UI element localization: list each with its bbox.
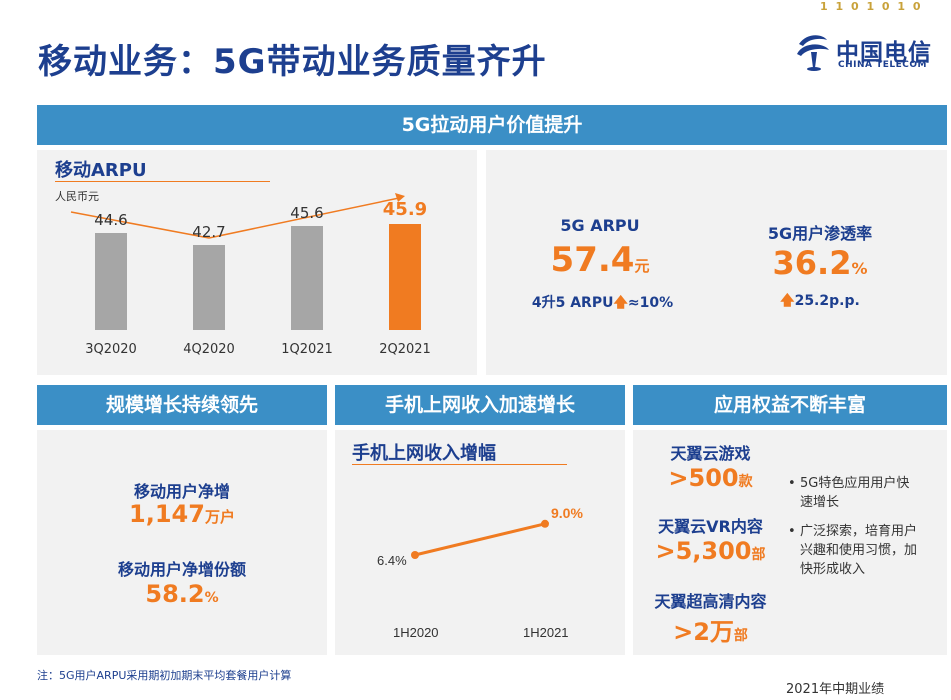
logo-text-en: CHINA TELECOM [838, 60, 927, 70]
china-telecom-logo-icon [797, 35, 829, 71]
app-item-number: >500 [668, 464, 739, 492]
mobile-internet-title-underline [352, 464, 567, 465]
arpu-trend-line-down [70, 211, 210, 239]
g5-arpu-label: 5G ARPU [560, 216, 640, 235]
arpu-bar [291, 226, 323, 330]
apps-band: 应用权益不断丰富 [633, 385, 947, 425]
apps-bullet-item: • 5G特色应用用户快速增长 [788, 474, 920, 512]
apps-bullet-text: 5G特色应用用户快速增长 [800, 476, 910, 510]
mobile-internet-band: 手机上网收入加速增长 [335, 385, 625, 425]
app-item-name: 天翼云VR内容 [658, 517, 763, 536]
net-add-value-group: 1,147万户 [37, 500, 327, 528]
line-category-label: 1H2021 [523, 625, 569, 640]
page-title: 移动业务：5G带动业务质量齐升 [38, 42, 547, 82]
arpu-bar-category: 1Q2021 [281, 342, 333, 357]
share-value-group: 58.2% [37, 580, 327, 608]
app-item-name: 天翼超高清内容 [654, 592, 767, 611]
g5-arpu-note-text: 4升5 ARPU [531, 295, 614, 311]
net-add-label: 移动用户净增 [133, 482, 230, 501]
arpu-bar [95, 232, 127, 330]
app-item-unit: 部 [733, 628, 748, 644]
up-arrow-icon: 🡅 [780, 293, 795, 309]
app-item-name: 天翼云游戏 [670, 444, 751, 463]
arpu-chart-title: 移动ARPU [55, 160, 147, 181]
share-unit: % [204, 590, 219, 606]
arpu-bar [193, 245, 225, 330]
app-item-value: >2万部 [633, 612, 788, 647]
g5-metrics-panel [486, 150, 947, 375]
app-item-unit: 款 [738, 474, 753, 490]
line-category-label: 1H2020 [393, 625, 439, 640]
arpu-title-underline [55, 181, 270, 182]
arpu-bar-category: 2Q2021 [379, 342, 431, 357]
g5-arpu-note-change: ≈10% [627, 295, 674, 311]
app-item-value: >500款 [633, 464, 788, 492]
g5-arpu-value-group: 57.4元 [530, 240, 670, 280]
g5-arpu-unit: 元 [634, 257, 650, 275]
arpu-bar-value: 45.6 [290, 204, 324, 222]
footer-note: 注：5G用户ARPU采用期初加期末平均套餐用户计算 [37, 669, 292, 682]
arpu-unit: 人民币元 [55, 190, 99, 203]
g5-penetration-value-group: 36.2% [745, 244, 895, 282]
apps-bullet-text: 广泛探索，培育用户兴趣和使用习惯，加快形成收入 [800, 524, 918, 577]
arpu-bar-value: 45.9 [382, 199, 428, 220]
mobile-internet-line-chart: 6.4% 1H2020 9.0% 1H2021 [377, 505, 583, 640]
line-point [411, 551, 419, 559]
app-item-value: >5,300部 [633, 537, 788, 565]
app-item-unit: 部 [751, 547, 766, 563]
binary-decoration: 1 1 0 1 0 1 0 [820, 0, 923, 13]
net-add-value: 1,147 [129, 500, 205, 528]
line-series [414, 522, 546, 557]
bullet-dot-icon: • [788, 476, 796, 491]
g5-penetration-unit: % [851, 259, 868, 278]
line-point [541, 519, 549, 528]
app-item-number: >5,300 [655, 537, 752, 565]
mobile-internet-panel [335, 430, 625, 655]
arpu-trend-arrow-icon [395, 193, 405, 202]
arpu-bar-chart [70, 193, 405, 239]
mobile-internet-chart-title: 手机上网收入增幅 [352, 443, 496, 464]
line-point-label: 9.0% [551, 505, 583, 521]
g5-penetration-change-text: 25.2p.p. [794, 293, 860, 309]
app-item-number: >2万 [673, 618, 734, 646]
up-arrow-icon: 🡅 [613, 295, 628, 311]
arpu-trend-line-up [208, 197, 400, 239]
share-value: 58.2 [145, 580, 205, 608]
arpu-bar [389, 224, 421, 330]
arpu-bar-value: 44.6 [94, 210, 128, 229]
logo-text-cn: 中国电信 [836, 40, 932, 66]
apps-bullets: • 5G特色应用用户快速增长 • 广泛探索，培育用户兴趣和使用习惯，加快形成收入 [788, 474, 920, 579]
g5-arpu-note: 4升5 ARPU🡅≈10% [520, 292, 685, 316]
scale-panel [37, 430, 327, 655]
arpu-bar-category: 4Q2020 [183, 342, 235, 357]
g5-penetration-value: 36.2 [772, 244, 852, 282]
arpu-bar-value: 42.7 [192, 223, 226, 242]
line-point-label: 6.4% [377, 553, 407, 568]
g5-penetration-label: 5G用户渗透率 [767, 224, 873, 243]
apps-panel [633, 430, 947, 655]
bullet-dot-icon: • [788, 524, 796, 539]
scale-band: 规模增长持续领先 [37, 385, 327, 425]
footer-report: 2021年中期业绩 [786, 682, 885, 697]
share-label: 移动用户净增份额 [117, 560, 246, 579]
g5-penetration-change: 🡅25.2p.p. [745, 290, 895, 314]
g5-arpu-value: 57.4 [550, 240, 635, 280]
apps-bullet-item: • 广泛探索，培育用户兴趣和使用习惯，加快形成收入 [788, 522, 920, 579]
arpu-bar-category: 3Q2020 [85, 342, 137, 357]
net-add-unit: 万户 [204, 508, 235, 526]
top-band: 5G拉动用户价值提升 [37, 105, 947, 145]
